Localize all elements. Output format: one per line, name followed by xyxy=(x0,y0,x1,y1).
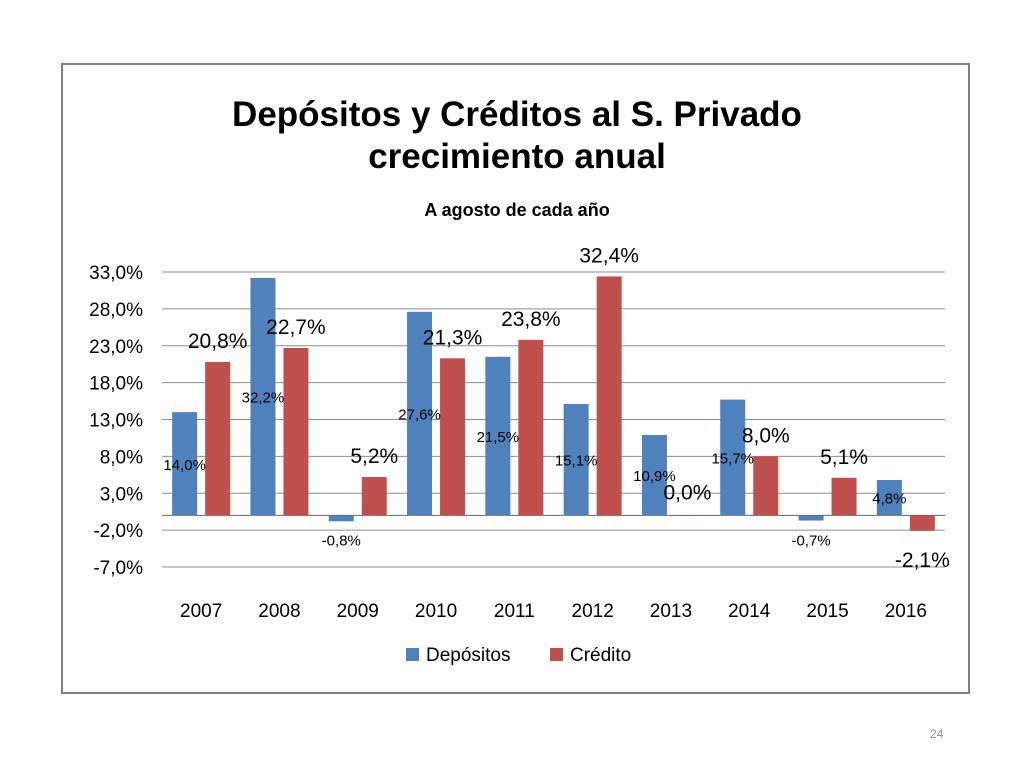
chart-subtitle: A agosto de cada año xyxy=(424,200,610,220)
data-label-depositos: -0,8% xyxy=(322,532,361,549)
x-category-label: 2016 xyxy=(885,601,927,622)
data-label-depositos: 15,7% xyxy=(711,450,754,467)
x-category-label: 2011 xyxy=(494,601,535,622)
legend-swatch xyxy=(550,648,563,661)
bar-depositos xyxy=(172,412,198,516)
x-category-label: 2013 xyxy=(650,601,692,622)
bar-credito xyxy=(518,339,544,516)
data-label-credito: 5,2% xyxy=(350,445,398,468)
bar-credito xyxy=(753,456,779,516)
data-label-depositos: 27,6% xyxy=(398,407,441,424)
bars xyxy=(172,276,935,531)
data-label-credito: 5,1% xyxy=(820,446,868,469)
bar-credito xyxy=(596,276,622,516)
y-tick-label: 33,0% xyxy=(89,263,143,284)
bar-credito xyxy=(205,361,231,516)
data-label-depositos: 32,2% xyxy=(242,390,285,407)
data-label-credito: -2,1% xyxy=(895,549,950,572)
data-label-depositos: 14,0% xyxy=(163,457,206,474)
bar-depositos xyxy=(641,434,667,516)
x-category-label: 2007 xyxy=(180,601,222,622)
y-tick-label: 13,0% xyxy=(89,411,143,432)
x-category-label: 2014 xyxy=(728,601,771,622)
chart-title-line1: Depósitos y Créditos al S. Privado xyxy=(232,95,802,134)
bar-depositos xyxy=(407,311,433,516)
data-label-depositos: 21,5% xyxy=(477,429,520,446)
x-category-label: 2008 xyxy=(258,601,300,622)
data-label-depositos: 10,9% xyxy=(633,468,676,485)
bar-depositos xyxy=(876,479,902,516)
bar-credito xyxy=(674,515,700,516)
x-category-label: 2015 xyxy=(806,601,848,622)
y-tick-label: -7,0% xyxy=(93,558,143,579)
bar-depositos xyxy=(485,356,511,516)
x-category-label: 2010 xyxy=(415,601,457,622)
y-tick-label: 23,0% xyxy=(89,337,143,358)
bar-depositos xyxy=(720,399,746,516)
data-labels: 14,0% 20,8% 32,2% 22,7% -0,8% 5,2% 27,6% 21,3% 2… xyxy=(163,244,949,571)
legend-label: Crédito xyxy=(570,645,631,666)
y-axis-tick-labels: 33,0% 28,0% 23,0% 18,0% 13,0% 8,0% 3,0% -2,0% -7… xyxy=(89,263,143,579)
x-category-label: 2012 xyxy=(572,601,614,622)
legend-swatch xyxy=(406,648,419,661)
bar-credito xyxy=(831,477,857,516)
data-label-credito: 21,3% xyxy=(423,326,483,349)
page-number: 24 xyxy=(930,727,944,741)
data-label-credito: 22,7% xyxy=(266,316,326,339)
chart-title-line2: crecimiento anual xyxy=(368,137,666,176)
data-label-credito: 8,0% xyxy=(742,424,790,447)
x-axis-category-labels: 2007 2008 2009 2010 2011 2012 2013 2014 2015 2016 xyxy=(180,601,927,622)
x-category-label: 2009 xyxy=(337,601,379,622)
data-label-credito: 32,4% xyxy=(579,244,639,267)
bar-depositos xyxy=(563,404,589,516)
y-tick-label: -2,0% xyxy=(93,521,143,542)
bar-credito xyxy=(909,515,935,531)
bar-depositos xyxy=(798,515,824,521)
y-tick-label: 3,0% xyxy=(100,484,143,505)
bar-credito xyxy=(283,347,309,516)
y-tick-label: 8,0% xyxy=(100,447,143,468)
data-label-credito: 20,8% xyxy=(188,330,248,353)
data-label-credito: 0,0% xyxy=(664,481,712,504)
bar-depositos xyxy=(328,515,354,522)
bar-credito xyxy=(440,358,466,516)
bar-credito xyxy=(361,477,387,516)
y-tick-label: 28,0% xyxy=(89,300,143,321)
y-tick-label: 18,0% xyxy=(89,374,143,395)
chart-title: Depósitos y Créditos al S. Privado creci… xyxy=(0,94,1024,178)
bar-depositos xyxy=(250,277,276,516)
legend: Depósitos Crédito xyxy=(406,645,631,666)
data-label-credito: 23,8% xyxy=(501,308,561,331)
data-label-depositos: -0,7% xyxy=(791,532,830,549)
data-label-depositos: 4,8% xyxy=(872,491,906,508)
data-label-depositos: 15,1% xyxy=(555,453,598,470)
legend-label: Depósitos xyxy=(426,645,511,666)
